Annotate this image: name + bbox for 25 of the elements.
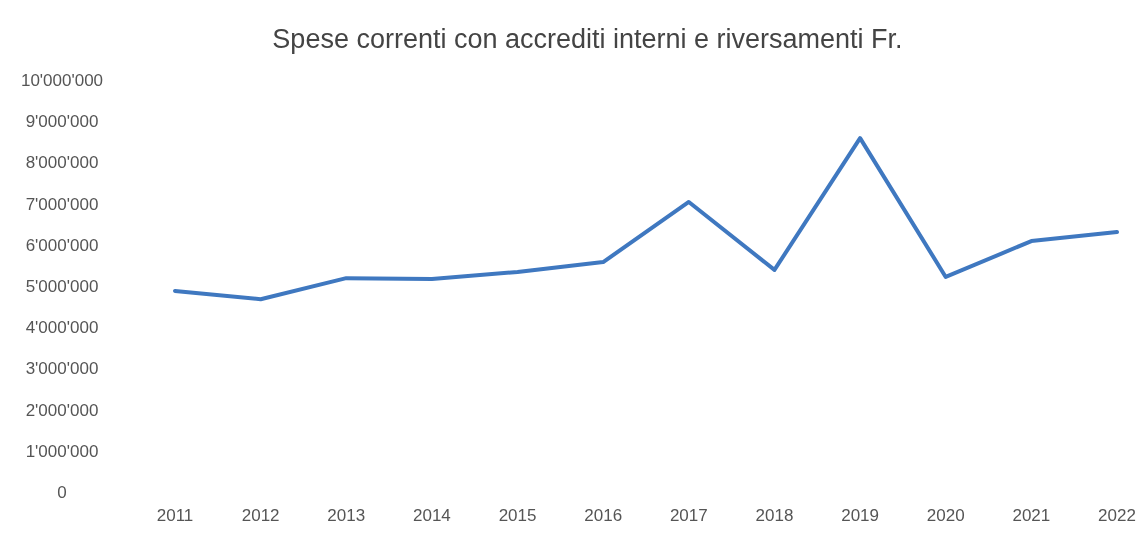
chart-title: Spese correnti con accrediti interni e riversamenti Fr.: [272, 24, 903, 54]
x-tick-label: 2018: [755, 506, 794, 525]
y-tick-label: 7'000'000: [25, 194, 99, 214]
x-tick-label: 2022: [1098, 506, 1136, 525]
y-tick-label: 3'000'000: [25, 359, 99, 379]
y-tick-label: 4'000'000: [25, 318, 99, 338]
y-tick-label: 10'000'000: [20, 70, 104, 90]
x-tick-label: 2017: [669, 506, 708, 525]
x-tick-label: 2016: [584, 506, 623, 525]
x-tick-label: 2013: [327, 506, 366, 525]
line-series: [173, 136, 1119, 302]
x-tick-label: 2020: [926, 506, 965, 525]
x-tick-label: 2015: [498, 506, 537, 525]
x-tick-label: 2021: [1012, 506, 1051, 525]
y-tick-label: 2'000'000: [25, 400, 99, 420]
x-tick-label: 2019: [841, 506, 879, 525]
x-tick-label: 2011: [156, 506, 194, 525]
x-tick-label: 2014: [413, 506, 451, 525]
y-tick-label: 8'000'000: [25, 153, 99, 173]
y-tick-label: 0: [57, 482, 67, 502]
x-tick-label: 2012: [241, 506, 280, 525]
y-tick-label: 6'000'000: [25, 235, 99, 255]
y-tick-label: 5'000'000: [25, 276, 99, 296]
y-tick-label: 9'000'000: [25, 112, 99, 132]
y-tick-label: 1'000'000: [25, 441, 99, 461]
